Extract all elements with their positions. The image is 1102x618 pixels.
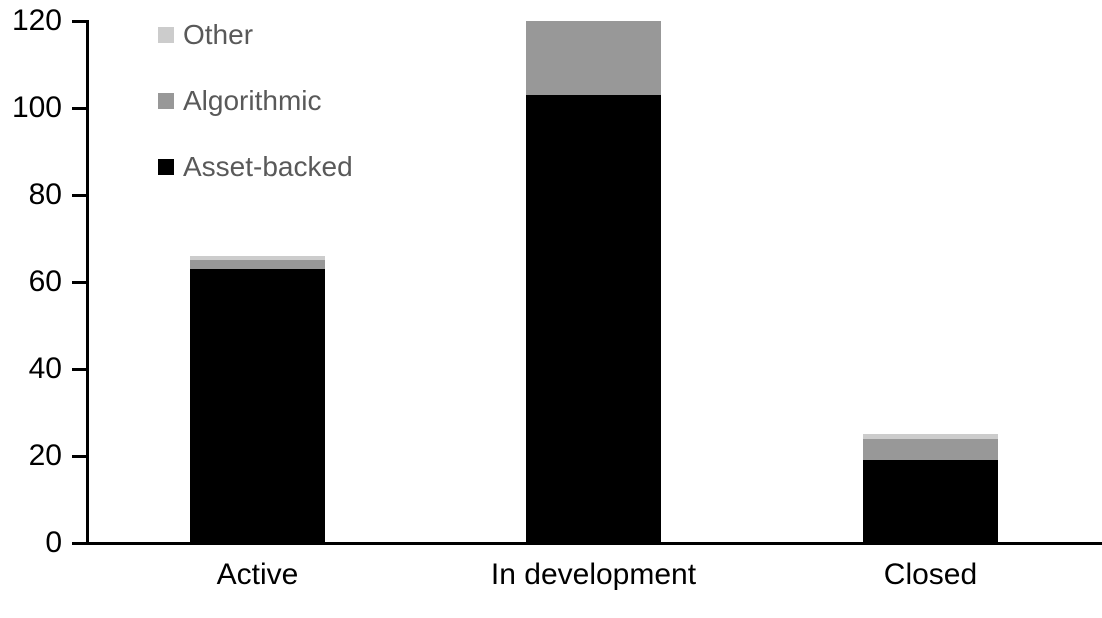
legend-swatch-icon — [158, 93, 174, 109]
y-axis-tick — [72, 542, 86, 545]
legend-item-asset-backed: Asset-backed — [158, 152, 353, 182]
y-axis-tick-label: 120 — [11, 4, 62, 37]
x-axis-category-label: In development — [490, 558, 697, 591]
y-axis-tick-label: 100 — [11, 91, 62, 124]
bar-segment-algorithmic — [526, 21, 661, 95]
y-axis-line — [86, 20, 89, 545]
y-axis-tick-label: 40 — [28, 352, 62, 385]
y-axis-tick-label: 20 — [28, 439, 62, 472]
y-axis-tick — [72, 368, 86, 371]
bar-segment-other — [190, 255, 325, 261]
x-axis-line — [86, 542, 1102, 545]
bar-segment-asset-backed — [863, 460, 998, 543]
bar-segment-algorithmic — [863, 438, 998, 461]
y-axis-tick-label: 80 — [28, 178, 62, 211]
bar-segment-asset-backed — [526, 94, 661, 543]
x-axis-category-label: Closed — [883, 558, 978, 591]
bar-segment-asset-backed — [190, 268, 325, 543]
y-axis-tick-label: 60 — [28, 265, 62, 298]
y-axis-tick — [72, 281, 86, 284]
bar-segment-other — [863, 434, 998, 439]
y-axis-tick — [72, 107, 86, 110]
y-axis-tick — [72, 194, 86, 197]
legend-item-algorithmic: Algorithmic — [158, 86, 321, 116]
legend-swatch-icon — [158, 159, 174, 175]
legend-label: Other — [183, 19, 254, 50]
y-axis-tick — [72, 455, 86, 458]
legend-item-other: Other — [158, 20, 253, 50]
legend-label: Algorithmic — [183, 85, 322, 116]
legend-label: Asset-backed — [183, 151, 353, 182]
y-axis-tick — [72, 20, 86, 23]
y-axis-tick-label: 0 — [45, 526, 62, 559]
x-axis-category-label: Active — [216, 558, 299, 591]
bar-segment-algorithmic — [190, 260, 325, 269]
legend-swatch-icon — [158, 27, 174, 43]
